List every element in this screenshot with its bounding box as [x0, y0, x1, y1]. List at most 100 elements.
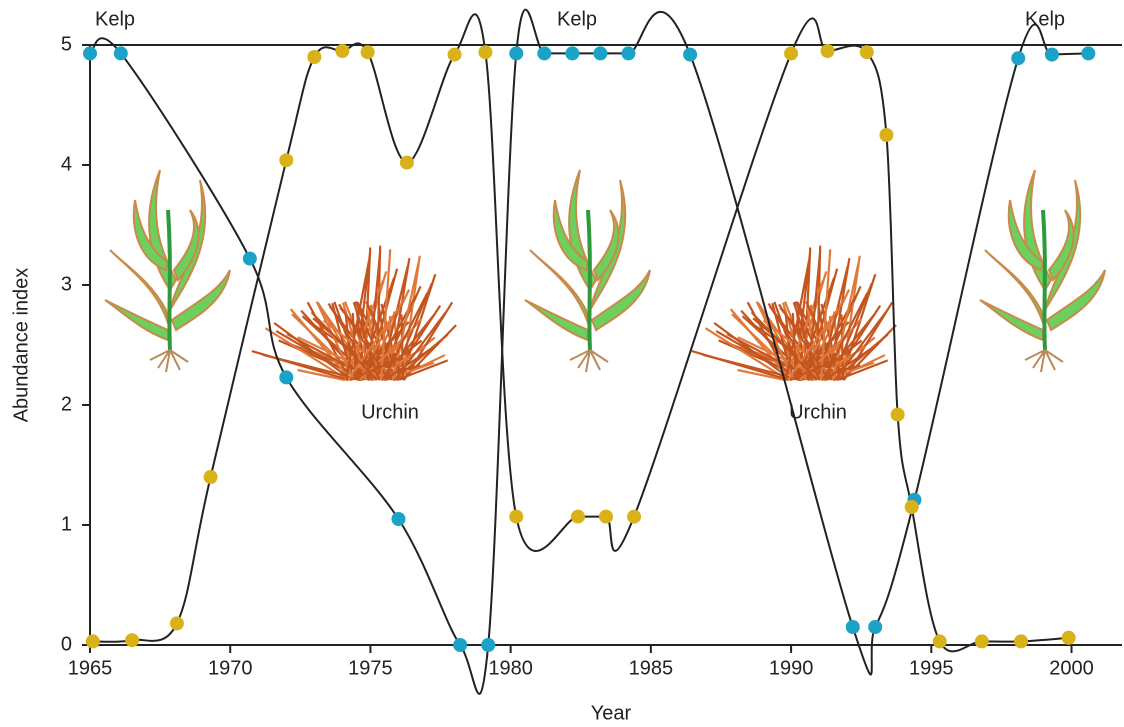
urchin-spine: [382, 292, 429, 381]
data-point: [859, 45, 874, 60]
data-point: [399, 155, 414, 170]
data-point: [203, 470, 218, 484]
urchin-spine: [396, 359, 449, 382]
data-point: [683, 47, 698, 62]
data-point: [565, 46, 580, 61]
data-point: [453, 638, 468, 652]
urchin-spine: [264, 327, 349, 381]
data-point: [478, 45, 493, 60]
urchin-spine: [750, 311, 818, 381]
urchin-spine: [737, 336, 828, 381]
urchin-spine: [737, 368, 786, 382]
x-tick-label: 1970: [208, 657, 253, 679]
urchin-spine: [383, 361, 435, 382]
data-point: [279, 153, 294, 168]
data-point: [879, 128, 894, 142]
data-point: [85, 634, 100, 649]
urchin-spine: [818, 265, 849, 381]
y-tick-label: 4: [61, 153, 72, 175]
data-point: [307, 50, 322, 64]
x-tick-label: 1975: [348, 657, 393, 679]
urchin-spine: [344, 260, 371, 381]
data-point: [627, 509, 642, 524]
urchin-spine: [819, 249, 832, 381]
data-point: [621, 46, 636, 61]
urchin-spine: [704, 327, 789, 381]
kelp-icon: [978, 168, 1107, 374]
y-tick-label: 0: [61, 633, 72, 655]
urchin-spine: [297, 336, 388, 381]
data-point: [1014, 634, 1029, 649]
data-point: [83, 46, 97, 61]
data-point: [509, 509, 524, 524]
data-point: [509, 46, 524, 61]
urchin-spine: [784, 260, 811, 381]
x-axis-label: Year: [591, 702, 632, 724]
data-point: [391, 512, 406, 526]
annotation: Urchin: [361, 401, 419, 423]
urchin-spine: [824, 342, 880, 381]
y-tick-label: 1: [61, 513, 72, 535]
data-point: [481, 638, 496, 652]
urchin-spine: [378, 265, 409, 381]
urchin-icons: [251, 245, 897, 382]
urchin-spine: [839, 273, 877, 381]
data-point: [242, 251, 257, 266]
data-point: [113, 46, 128, 61]
data-point: [593, 46, 608, 61]
data-point: [570, 509, 585, 524]
urchin-spine: [347, 308, 400, 381]
data-point: [845, 620, 860, 634]
data-point: [784, 46, 799, 61]
data-point: [335, 44, 350, 58]
x-tick-label: 1965: [68, 657, 113, 679]
data-point: [932, 634, 947, 649]
data-point: [599, 509, 613, 524]
data-point: [125, 633, 140, 648]
data-point: [1081, 46, 1096, 61]
annotation: Urchin: [789, 401, 847, 423]
y-axis-label: Abundance index: [10, 268, 32, 423]
x-tick-label: 2000: [1049, 657, 1094, 679]
urchin-spine: [356, 276, 396, 381]
x-tick-label: 1995: [909, 657, 954, 679]
y-tick-label: 2: [61, 393, 72, 415]
x-tick-label: 1980: [488, 657, 533, 679]
x-tick-label: 1990: [769, 657, 814, 679]
data-point: [974, 634, 989, 649]
y-tick-label: 3: [61, 273, 72, 295]
data-point: [868, 620, 883, 634]
urchin-spine: [297, 368, 346, 382]
data-point: [1011, 51, 1026, 66]
urchin-spine: [322, 319, 400, 381]
urchin-spine: [787, 308, 840, 381]
urchin-spine: [740, 309, 805, 381]
kelp-icon: [523, 168, 652, 374]
urchin-spine: [836, 359, 889, 382]
data-point: [169, 616, 184, 631]
data-point: [279, 370, 294, 385]
data-point: [447, 47, 462, 62]
urchin-spine: [806, 251, 822, 381]
data-point: [537, 46, 552, 61]
x-tick-label: 1985: [629, 657, 674, 679]
data-point: [904, 500, 919, 514]
data-point: [890, 407, 905, 422]
urchin-spine: [379, 249, 392, 381]
urchin-spine: [399, 273, 437, 381]
kelp-icon: [103, 168, 232, 374]
data-point: [1044, 47, 1059, 62]
data-point: [360, 45, 375, 60]
urchin-spine: [762, 319, 840, 381]
urchin-spine: [289, 308, 352, 381]
y-tick-label: 5: [61, 33, 72, 55]
urchin-spine: [713, 322, 793, 381]
annotation: Kelp: [557, 8, 597, 30]
urchin-spine: [366, 251, 382, 381]
annotation: Kelp: [95, 8, 135, 30]
data-point: [820, 44, 835, 58]
urchin-spine: [796, 276, 836, 381]
urchin-spine: [310, 311, 378, 381]
